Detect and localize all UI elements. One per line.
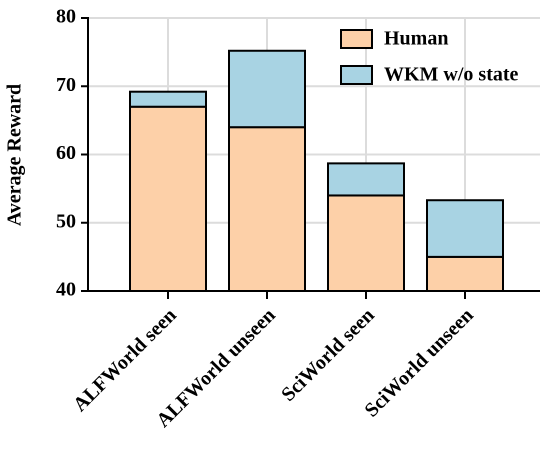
legend-label: Human — [384, 28, 448, 50]
bar-segment — [129, 105, 207, 292]
y-tick-label: 50 — [56, 210, 76, 232]
legend-swatch — [340, 65, 373, 85]
y-tick-label: 40 — [56, 279, 76, 301]
x-tick-label: SciWorld seen — [277, 304, 379, 406]
y-tick-label: 80 — [56, 6, 76, 28]
bar-segment — [129, 90, 207, 108]
y-tick-label: 70 — [56, 74, 76, 96]
bar-segment — [426, 255, 504, 292]
bar-segment — [426, 199, 504, 258]
x-tick-label: SciWorld unseen — [360, 304, 477, 421]
bar-segment — [228, 49, 306, 129]
bar-segment — [228, 126, 306, 292]
legend-label: WKM w/o state — [384, 64, 519, 86]
y-tick-label: 60 — [56, 142, 76, 164]
x-tick-label: ALFWorld seen — [69, 304, 181, 416]
bar-segment — [327, 162, 405, 197]
legend-swatch — [340, 29, 373, 49]
y-axis-label: Average Reward — [4, 84, 26, 226]
bar-segment — [327, 194, 405, 292]
